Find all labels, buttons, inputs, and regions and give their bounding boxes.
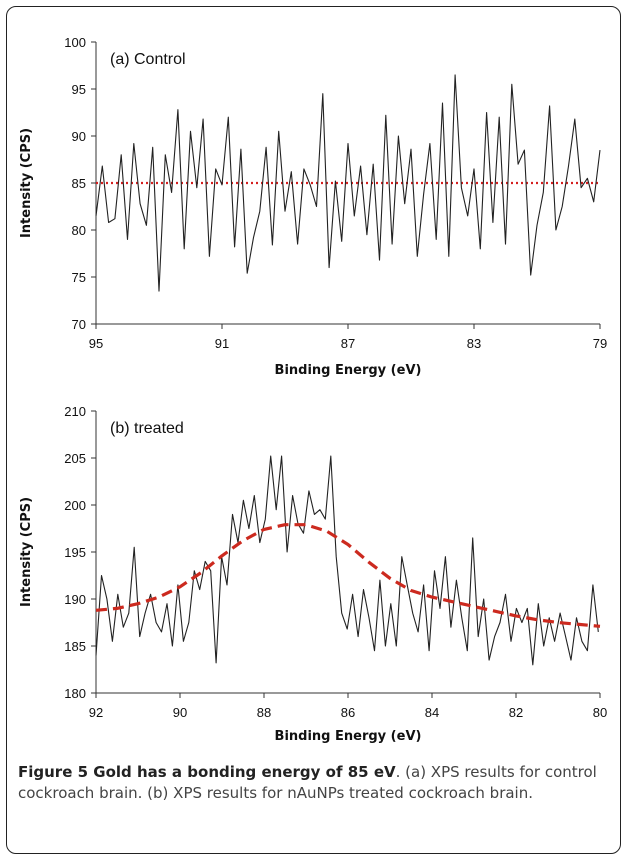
- x-axis-title: Binding Energy (eV): [275, 729, 422, 744]
- x-tick-label: 91: [215, 336, 229, 351]
- y-axis-title: Intensity (CPS): [19, 497, 34, 607]
- figure-caption: Figure 5 Gold has a bonding energy of 85…: [18, 762, 616, 804]
- chart-treated: 180 185 190 195 200 205 210 92 90 88 86 84 82 80 (b) t…: [19, 404, 607, 744]
- panel-label: (b) treated: [110, 420, 184, 437]
- y-tick-label: 85: [72, 176, 86, 191]
- x-axis-title: Binding Energy (eV): [275, 363, 422, 378]
- y-axis-title: Intensity (CPS): [19, 128, 34, 238]
- y-tick-label: 185: [64, 639, 86, 654]
- y-tick-label: 180: [64, 686, 86, 701]
- y-tick-label: 200: [64, 498, 86, 513]
- caption-text: . (a) XPS results for control cockroach …: [18, 763, 597, 802]
- y-tick-label: 70: [72, 317, 86, 332]
- data-series-line: [95, 74, 601, 292]
- x-tick-label: 79: [593, 336, 607, 351]
- x-tick-label: 84: [425, 705, 439, 720]
- x-tick-label: 95: [89, 336, 103, 351]
- y-tick-label: 80: [72, 223, 86, 238]
- panel-label: (a) Control: [110, 51, 186, 68]
- x-tick-label: 92: [89, 705, 103, 720]
- chart-control: 70 75 80 85 90 95 100 95 91 87 83 79 (a) Control Bind…: [19, 35, 607, 378]
- y-tick-label: 195: [64, 545, 86, 560]
- x-tick-label: 82: [509, 705, 523, 720]
- figure-frame: [6, 6, 621, 854]
- data-series-line: [95, 455, 599, 666]
- y-tick-label: 95: [72, 82, 86, 97]
- x-tick-label: 87: [341, 336, 355, 351]
- x-tick-label: 90: [173, 705, 187, 720]
- y-tick-label: 90: [72, 129, 86, 144]
- caption-title: Figure 5 Gold has a bonding energy of 85…: [18, 763, 396, 781]
- x-tick-label: 83: [467, 336, 481, 351]
- y-tick-label: 100: [64, 35, 86, 50]
- x-tick-label: 80: [593, 705, 607, 720]
- y-tick-label: 205: [64, 451, 86, 466]
- y-tick-label: 75: [72, 270, 86, 285]
- y-tick-label: 190: [64, 592, 86, 607]
- fit-curve-series: [95, 523, 601, 628]
- x-tick-label: 88: [257, 705, 271, 720]
- x-tick-label: 86: [341, 705, 355, 720]
- y-tick-label: 210: [64, 404, 86, 419]
